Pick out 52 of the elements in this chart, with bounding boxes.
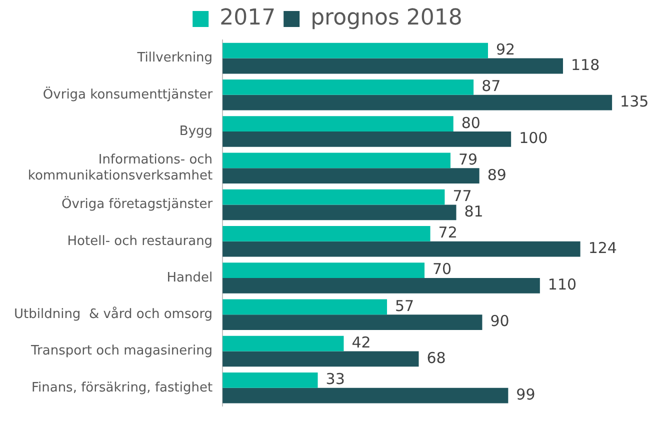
data-label: 135 <box>620 92 649 111</box>
data-label: 80 <box>461 114 480 132</box>
data-label: 100 <box>519 129 548 148</box>
data-label: 92 <box>496 40 516 59</box>
y-tick-label: Finans, försäkring, fastighet <box>31 380 213 396</box>
bar <box>222 132 512 147</box>
bar <box>222 388 508 404</box>
bar <box>222 372 318 388</box>
y-tick-label: Bygg <box>179 124 213 139</box>
bar <box>222 42 488 58</box>
data-label: 90 <box>490 312 510 330</box>
legend-label: 2017 <box>220 6 276 31</box>
bar <box>222 226 430 242</box>
data-label: 72 <box>438 224 458 242</box>
bar <box>222 94 612 110</box>
data-label: 70 <box>432 260 452 278</box>
data-label: 68 <box>426 348 446 367</box>
y-tick-label: Informations- och kommunikationsverksamhet <box>28 152 213 184</box>
bar <box>222 314 482 330</box>
bar <box>222 299 388 315</box>
data-label: 33 <box>326 370 345 388</box>
bar <box>222 80 474 95</box>
data-label: 89 <box>487 166 506 184</box>
bar <box>222 204 456 220</box>
bar <box>222 241 580 257</box>
y-tick-label: Transport och magasinering <box>30 344 213 359</box>
data-label: 77 <box>452 186 472 205</box>
bar <box>222 152 450 168</box>
legend-label: prognos 2018 <box>310 6 462 31</box>
data-label: 79 <box>458 150 478 168</box>
y-tick-label: Handel <box>166 270 213 286</box>
data-label: 81 <box>464 202 484 220</box>
bar <box>222 262 425 278</box>
y-tick-label: Övriga konsumenttjänster <box>42 86 214 102</box>
data-label: 110 <box>548 276 577 294</box>
data-label: 87 <box>482 77 501 96</box>
y-tick-label: Hotell- och restaurang <box>67 234 213 249</box>
bar <box>222 336 344 352</box>
bar <box>222 58 564 74</box>
bar <box>222 351 419 367</box>
data-label: 57 <box>395 296 414 315</box>
data-label: 99 <box>516 385 536 404</box>
data-label: 118 <box>571 56 600 74</box>
y-tick-label: Övriga företagstjänster <box>62 196 214 212</box>
data-label: 42 <box>352 333 371 352</box>
bar <box>222 189 445 205</box>
data-label: 124 <box>588 238 617 257</box>
bar <box>222 116 454 132</box>
y-tick-label: Tillverkning <box>136 50 213 66</box>
bar <box>222 278 540 294</box>
y-tick-label: Utbildning & vård och omsorg <box>14 306 213 322</box>
bar <box>222 168 480 184</box>
